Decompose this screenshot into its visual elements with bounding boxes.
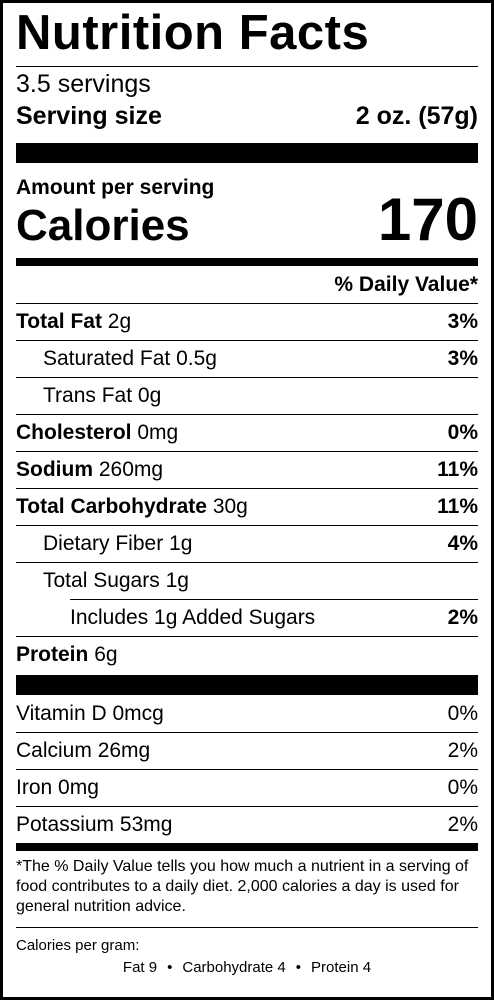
nutrient-name: Dietary Fiber <box>43 532 164 555</box>
cpg-carbohydrate: Carbohydrate 4 <box>182 958 286 976</box>
calories-value: 170 <box>377 186 478 253</box>
servings-count: 3.5 servings <box>16 70 151 98</box>
vitamin-dv: 0% <box>447 776 478 799</box>
nutrient-name: Saturated Fat <box>43 347 171 370</box>
vitamin-name: Potassium <box>16 813 115 836</box>
vitamin-dv: 2% <box>447 813 478 836</box>
cpg-protein: Protein 4 <box>311 958 372 976</box>
nutrient-row-protein: Protein 6g <box>16 636 478 673</box>
nutrient-dv: 3% <box>447 310 478 333</box>
cpg-separator: • <box>295 958 302 976</box>
nutrient-amount: 260mg <box>98 458 164 481</box>
vitamin-amount: 0mcg <box>112 701 164 725</box>
cpg-fat: Fat 9 <box>122 958 158 976</box>
daily-value-footnote: *The % Daily Value tells you how much a … <box>16 858 469 915</box>
vitamin-amount: 26mg <box>97 739 151 762</box>
nutrient-row-total-carbohydrate: Total Carbohydrate 30g 11% <box>16 488 478 525</box>
nutrient-amount: 1g <box>169 532 193 555</box>
vitamins-divider-bar <box>16 675 478 695</box>
nutrient-dv: 2% <box>447 605 478 629</box>
nutrient-row-added-sugars: Includes 1g Added Sugars 2% <box>16 599 478 636</box>
vitamin-dv: 0% <box>447 701 478 725</box>
nutrient-row-cholesterol: Cholesterol 0mg 0% <box>16 414 478 451</box>
serving-size-label: Serving size <box>16 102 162 130</box>
calories-row: Calories 170 <box>16 190 478 250</box>
vitamin-row-calcium: Calcium 26mg 2% <box>16 732 478 769</box>
nutrient-amount: 2g <box>107 310 132 333</box>
nutrient-name: Trans Fat <box>43 384 133 407</box>
vitamin-dv: 2% <box>447 739 478 762</box>
nutrient-row-total-sugars: Total Sugars 1g <box>16 562 478 599</box>
nutrient-amount: 0.5g <box>176 347 217 370</box>
title-divider <box>16 66 478 67</box>
vitamin-amount: 53mg <box>119 813 173 836</box>
nutrient-name: Includes 1g Added Sugars <box>70 605 316 629</box>
nutrient-row-saturated-fat: Saturated Fat 0.5g 3% <box>16 340 478 377</box>
cpg-separator: • <box>167 958 173 976</box>
nutrient-row-total-fat: Total Fat 2g 3% <box>16 303 478 340</box>
calories-per-gram-label: Calories per gram: <box>16 937 140 954</box>
amount-per-serving: Amount per serving <box>16 176 215 199</box>
serving-size-value: 2 oz. (57g) <box>355 102 478 130</box>
nutrient-amount: 1g <box>165 569 189 592</box>
nutrient-dv: 11% <box>437 495 478 518</box>
vitamin-amount: 0mg <box>58 776 99 799</box>
footnote-divider-bar <box>16 843 478 851</box>
vitamin-row-vitamin-d: Vitamin D 0mcg 0% <box>16 695 478 732</box>
footnote-rule <box>16 927 478 928</box>
calories-divider-bar <box>16 258 478 266</box>
vitamin-name: Calcium <box>16 739 92 762</box>
nutrient-amount: 0mg <box>137 421 179 444</box>
calories-per-gram-values: Fat 9 • Carbohydrate 4 • Protein 4 <box>16 958 478 978</box>
nutrient-name: Cholesterol <box>16 421 132 444</box>
vitamin-row-iron: Iron 0mg 0% <box>16 769 478 806</box>
serving-divider-bar <box>16 143 478 163</box>
nutrient-name: Sodium <box>16 458 93 481</box>
vitamin-row-potassium: Potassium 53mg 2% <box>16 806 478 843</box>
nutrient-dv: 11% <box>437 458 478 481</box>
vitamin-name: Vitamin D <box>16 701 107 725</box>
nutrient-row-sodium: Sodium 260mg 11% <box>16 451 478 488</box>
vitamin-name: Iron <box>16 776 53 799</box>
serving-size-row: Serving size 2 oz. (57g) <box>16 104 478 129</box>
nutrient-name: Total Sugars <box>43 569 160 592</box>
label-title: Nutrition Facts <box>16 6 370 60</box>
nutrient-name: Total Carbohydrate <box>16 495 207 518</box>
nutrient-dv: 4% <box>447 532 478 555</box>
nutrient-name: Total Fat <box>16 310 102 333</box>
nutrient-amount: 30g <box>212 495 248 518</box>
nutrient-row-trans-fat: Trans Fat 0g <box>16 377 478 414</box>
calories-label: Calories <box>16 201 190 250</box>
nutrient-dv: 3% <box>447 347 478 370</box>
nutrient-name: Protein <box>16 643 89 666</box>
nutrient-row-dietary-fiber: Dietary Fiber 1g 4% <box>16 525 478 562</box>
nutrient-dv: 0% <box>447 421 478 444</box>
nutrient-amount: 6g <box>94 643 118 666</box>
nutrient-amount: 0g <box>137 384 162 407</box>
daily-value-header: % Daily Value* <box>334 273 478 296</box>
